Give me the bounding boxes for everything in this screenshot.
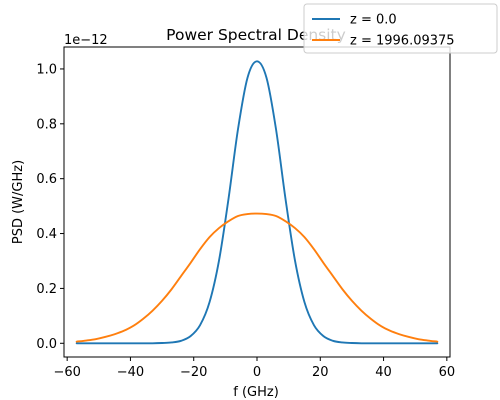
x-tick-label: 40	[375, 365, 392, 380]
x-tick-label: −60	[53, 365, 80, 380]
y-tick-label: 1.0	[36, 62, 57, 77]
series-line-1	[75, 60, 439, 345]
y-tick-label: 0.4	[36, 227, 57, 242]
series-line-2	[75, 212, 439, 343]
series-lines	[75, 60, 439, 345]
x-tick-label: −20	[180, 365, 207, 380]
x-axis-label: f (GHz)	[233, 385, 279, 400]
x-tick-label: −40	[117, 365, 144, 380]
y-tick-label: 0.2	[36, 282, 57, 297]
legend-box	[303, 3, 498, 54]
ticks: −60 −40 −20 0 20 40 60 0.0 0.2 0.4 0.6 0.8 1.0	[36, 62, 455, 380]
y-offset-label: 1e−12	[64, 33, 108, 48]
x-tick-label: 60	[439, 365, 456, 380]
y-axis-label: PSD (W/GHz)	[11, 160, 26, 244]
x-tick-label: 20	[312, 365, 329, 380]
legend-label-1: z = 0.0	[350, 13, 397, 28]
axes	[63, 46, 451, 358]
legend: z = 0.0 z = 1996.09375	[303, 3, 498, 54]
y-tick-label: 0.8	[36, 117, 57, 132]
legend-label-2: z = 1996.09375	[350, 34, 455, 49]
x-tick-label: 0	[253, 365, 261, 380]
axes-frame	[63, 46, 451, 358]
y-tick-label: 0.0	[36, 337, 57, 352]
y-tick-label: 0.6	[36, 172, 57, 187]
chart-title: Power Spectral Density	[166, 26, 346, 44]
